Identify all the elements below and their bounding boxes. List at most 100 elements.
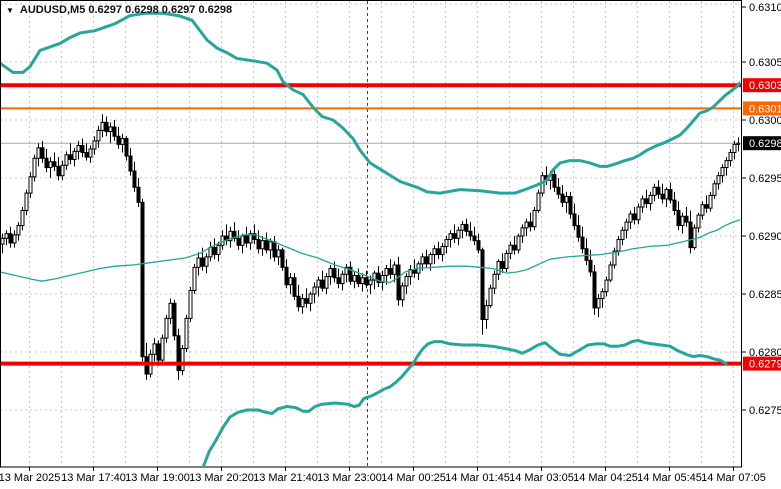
candle-body	[296, 295, 301, 308]
candle-body	[72, 150, 77, 160]
candle-body	[460, 223, 465, 231]
candle-body	[724, 160, 729, 169]
resistance-price-box	[743, 78, 781, 93]
price-marker-bid: 0.6298	[743, 136, 781, 151]
candle-body	[80, 145, 85, 153]
candle-body	[20, 209, 25, 227]
candle-body	[388, 267, 393, 275]
candle-body	[352, 274, 357, 282]
candle-body	[156, 343, 161, 361]
candle-body	[188, 290, 193, 319]
candle-body	[628, 213, 633, 223]
time-axis-label: 14 Mar 05:45	[637, 472, 702, 484]
candle-body	[484, 305, 489, 321]
time-axis-label: 14 Mar 00:25	[381, 472, 446, 484]
candle-body	[376, 272, 381, 283]
candle-body	[308, 293, 313, 304]
candle-body	[264, 240, 269, 251]
candle-body	[304, 298, 309, 304]
candle-body	[268, 241, 273, 251]
candle-body	[28, 176, 33, 194]
candle-body	[424, 256, 429, 265]
candle-body	[584, 248, 589, 261]
candle-body	[104, 121, 109, 133]
candle-body	[112, 126, 117, 137]
candle-body	[48, 161, 53, 169]
candle-body	[228, 230, 233, 242]
price-marker-resistance: 0.6303	[743, 78, 781, 93]
support-price-label: 0.6279	[749, 359, 781, 371]
candle-body	[32, 157, 37, 178]
time-axis-label: 13 Mar 20:20	[189, 472, 254, 484]
candle-body	[700, 204, 705, 216]
orange-level-price-label: 0.6301	[749, 103, 781, 115]
candle-body	[720, 167, 725, 177]
candle-body	[132, 170, 137, 188]
candle-body	[176, 335, 181, 372]
candle-body	[576, 225, 581, 238]
time-axis-label: 14 Mar 01:45	[445, 472, 510, 484]
time-axis: 13 Mar 2025 13 Mar 17:40 13 Mar 19:00 13 Ma…	[0, 467, 766, 484]
candle-body	[172, 302, 177, 337]
candle-body	[320, 279, 325, 289]
candle-body	[244, 235, 249, 244]
candle-body	[368, 279, 373, 286]
candle-body	[660, 193, 665, 200]
candle-body	[332, 267, 337, 279]
candle-body	[36, 147, 41, 159]
candle-body	[360, 277, 365, 285]
candle-body	[608, 264, 613, 281]
dropdown-triangle-icon[interactable]: ▼	[6, 5, 14, 15]
support-price-box	[743, 356, 781, 371]
candle-body	[384, 267, 389, 276]
candle-body	[240, 235, 245, 246]
candle-body	[408, 269, 413, 278]
plot-border	[0, 0, 742, 468]
candle-body	[40, 147, 45, 159]
candle-body	[508, 244, 513, 254]
candle-body	[216, 244, 221, 256]
orange-level-price-box	[743, 101, 781, 116]
candle-body	[632, 213, 637, 221]
upper-band-line	[1, 11, 740, 195]
candle-body	[212, 247, 217, 256]
candle-body	[684, 215, 689, 223]
candle-body	[344, 266, 349, 275]
candle-body	[16, 225, 21, 236]
candle-body	[500, 261, 505, 269]
moving-average-line	[1, 219, 740, 284]
candle-body	[12, 234, 17, 244]
candle-body	[272, 241, 277, 258]
candle-body	[336, 277, 341, 285]
candle-body	[436, 248, 441, 256]
candle-body	[480, 249, 485, 321]
candle-body	[564, 196, 569, 203]
candle-body	[312, 286, 317, 295]
candle-body	[728, 151, 733, 162]
candle-body	[380, 274, 385, 283]
candle-body	[340, 273, 345, 285]
candle-body	[656, 186, 661, 195]
time-axis-label: 14 Mar 03:05	[509, 472, 574, 484]
candle-body	[44, 157, 49, 169]
price-axis-label: 0.6290	[749, 231, 781, 243]
bid-price-box	[743, 136, 781, 151]
candle-body	[284, 266, 289, 286]
candle-body	[328, 267, 333, 278]
candle-body	[348, 266, 353, 282]
time-axis-label: 13 Mar 19:00	[125, 472, 190, 484]
price-axis-label: 0.6295	[749, 173, 781, 185]
price-axis-label: 0.6310	[749, 2, 781, 14]
candle-body	[736, 142, 740, 145]
candle-body	[524, 221, 529, 229]
candle-body	[568, 196, 573, 215]
candle-body	[520, 227, 525, 237]
candle-body	[136, 186, 141, 203]
candle-body	[404, 276, 409, 287]
candle-body	[4, 233, 9, 239]
chart-title: ▼ AUDUSD,M5 0.6297 0.6298 0.6297 0.6298	[6, 3, 232, 17]
candle-body	[180, 348, 185, 372]
candle-body	[428, 254, 433, 265]
candle-body	[248, 233, 253, 244]
